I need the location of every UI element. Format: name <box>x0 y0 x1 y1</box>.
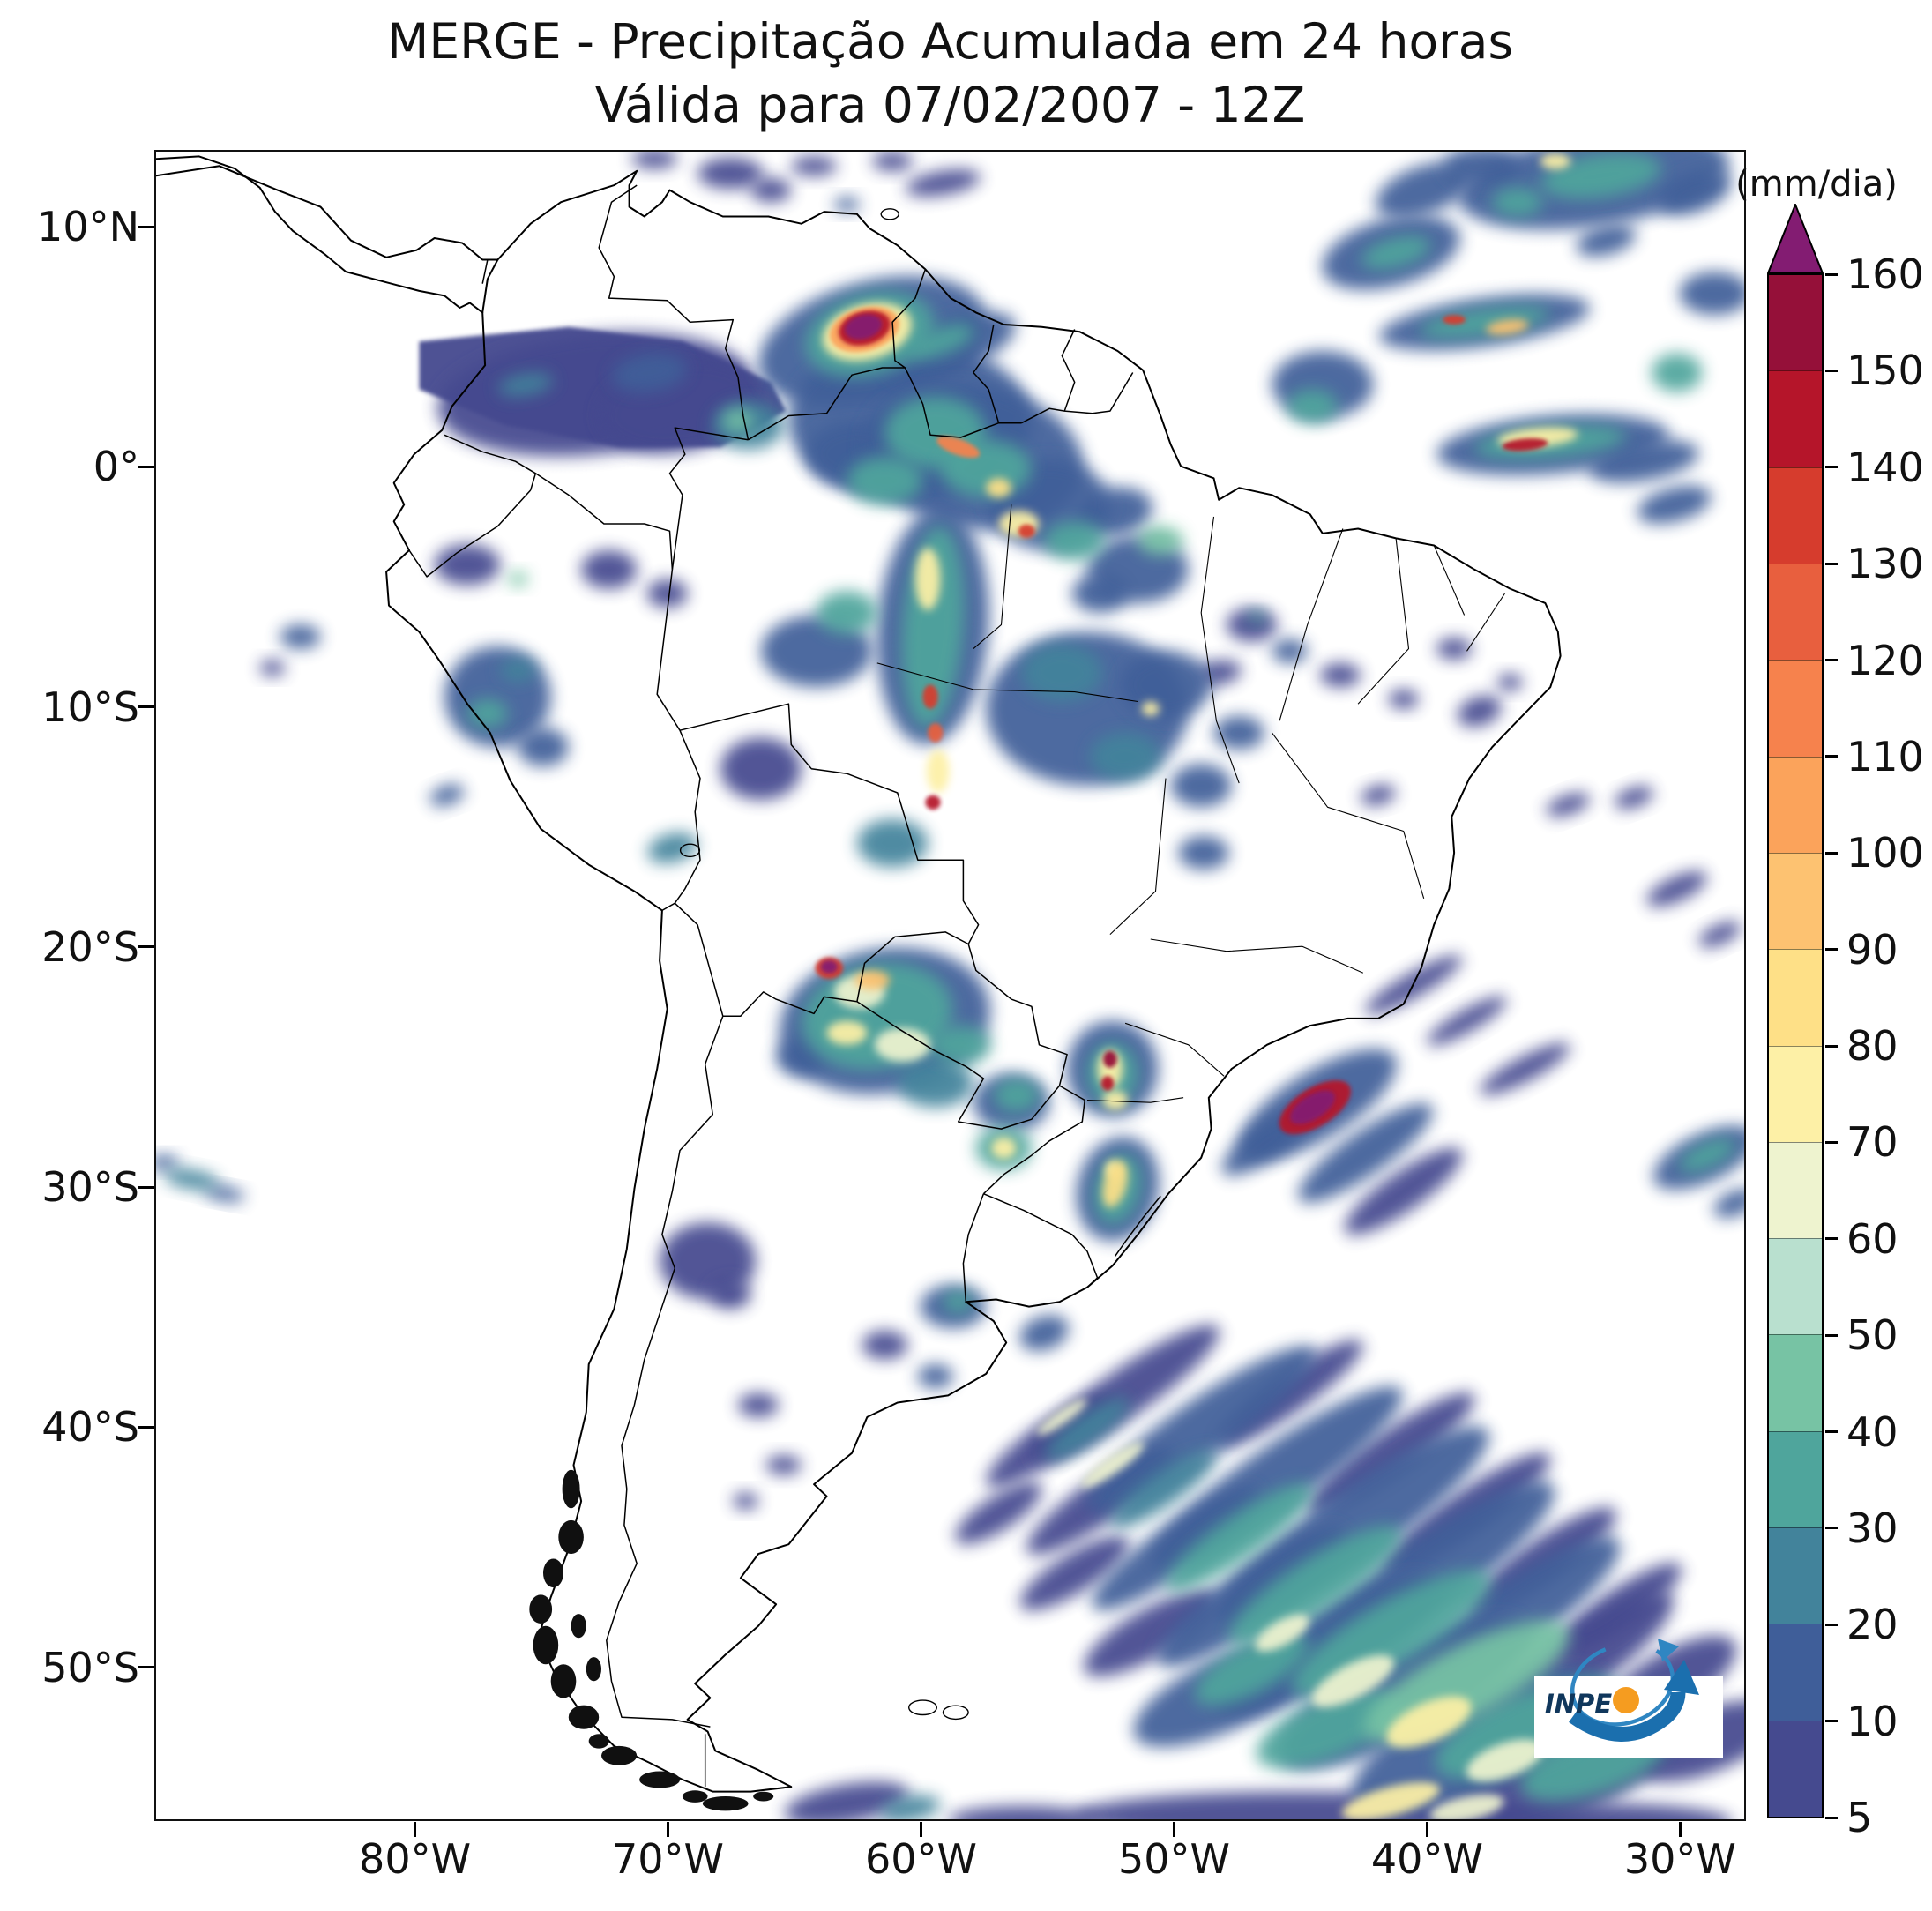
colorbar-tick-value: 100 <box>1846 829 1924 877</box>
colorbar-band <box>1769 1720 1822 1817</box>
colorbar-tick-mark <box>1825 1140 1838 1144</box>
colorbar <box>1767 273 1824 1818</box>
colorbar-tick-mark <box>1825 1720 1838 1723</box>
colorbar-tick-value: 60 <box>1846 1214 1898 1263</box>
colorbar-tick-mark <box>1825 1430 1838 1433</box>
lat-tick-mark <box>138 1666 154 1669</box>
colorbar-tick-mark <box>1825 1044 1838 1048</box>
colorbar-band <box>1769 756 1822 853</box>
colorbar-tick-mark <box>1825 1816 1838 1819</box>
lat-tick-mark <box>138 225 154 228</box>
map-panel <box>154 150 1746 1821</box>
colorbar-tick-value: 150 <box>1846 347 1924 395</box>
colorbar-tick-mark <box>1825 659 1838 661</box>
colorbar-units-label: (mm/dia) <box>1735 164 1898 205</box>
lon-tick-label: 50°W <box>1117 1835 1230 1883</box>
colorbar-band <box>1769 370 1822 467</box>
lon-tick-mark <box>1678 1822 1682 1837</box>
colorbar-band <box>1769 467 1822 564</box>
colorbar-tick-value: 110 <box>1846 732 1924 780</box>
lon-tick-mark <box>1425 1822 1428 1837</box>
colorbar-band <box>1769 275 1822 371</box>
colorbar-tick-mark <box>1825 948 1838 952</box>
lon-tick-label: 40°W <box>1370 1835 1483 1883</box>
colorbar-band <box>1769 1527 1822 1624</box>
colorbar-arrow-icon <box>1767 204 1824 274</box>
colorbar-tick-value: 30 <box>1846 1504 1898 1552</box>
colorbar-tick-value: 5 <box>1846 1794 1873 1841</box>
inpe-orange-dot-icon <box>1613 1687 1639 1713</box>
colorbar-tick-value: 10 <box>1846 1697 1898 1745</box>
colorbar-tick-mark <box>1825 1527 1838 1530</box>
title-line2: Válida para 07/02/2007 - 12Z <box>594 76 1306 133</box>
colorbar-tick-mark <box>1825 1237 1838 1241</box>
precipitation-map <box>156 152 1744 1819</box>
colorbar-tick-mark <box>1825 1333 1838 1337</box>
colorbar-band <box>1769 563 1822 661</box>
colorbar-tick-value: 20 <box>1846 1601 1898 1649</box>
colorbar-tick-value: 80 <box>1846 1022 1898 1070</box>
colorbar-band <box>1769 1238 1822 1335</box>
lat-tick-label: 0° <box>93 443 139 491</box>
inpe-logo: INPE <box>1518 1607 1723 1758</box>
lat-tick-label: 10°N <box>37 203 139 251</box>
colorbar-tick-mark <box>1825 562 1838 565</box>
colorbar-band <box>1769 1334 1822 1431</box>
lat-tick-label: 10°S <box>41 683 139 731</box>
inpe-orbit-icon <box>1570 1639 1679 1727</box>
colorbar-tick-mark <box>1825 466 1838 469</box>
lat-tick-mark <box>138 945 154 949</box>
inpe-swoosh-arrow-icon <box>1569 1660 1699 1742</box>
colorbar-tick-mark <box>1825 369 1838 372</box>
colorbar-tick-value: 50 <box>1846 1311 1898 1360</box>
figure-title: MERGE - Precipitação Acumulada em 24 hor… <box>154 11 1746 137</box>
colorbar-band <box>1769 1045 1822 1142</box>
lon-tick-mark <box>414 1822 417 1837</box>
lon-tick-label: 80°W <box>359 1835 472 1883</box>
lat-tick-mark <box>138 465 154 468</box>
colorbar-over-arrow <box>1767 204 1824 274</box>
colorbar-tick-value: 160 <box>1846 250 1924 298</box>
lat-tick-label: 30°S <box>41 1163 139 1212</box>
colorbar-band <box>1769 1141 1822 1239</box>
lon-tick-label: 60°W <box>864 1835 977 1883</box>
colorbar-tick-value: 140 <box>1846 443 1924 491</box>
colorbar-tick-mark <box>1825 851 1838 855</box>
lat-tick-label: 40°S <box>41 1403 139 1452</box>
lon-tick-mark <box>667 1822 670 1837</box>
lon-tick-mark <box>1172 1822 1175 1837</box>
colorbar-tick-mark <box>1825 755 1838 758</box>
colorbar-band <box>1769 949 1822 1046</box>
colorbar-tick-value: 70 <box>1846 1118 1898 1167</box>
colorbar-tick-value: 120 <box>1846 636 1924 684</box>
colorbar-band <box>1769 1430 1822 1528</box>
colorbar-band <box>1769 852 1822 950</box>
lon-tick-label: 30°W <box>1623 1835 1736 1883</box>
colorbar-tick-value: 40 <box>1846 1407 1898 1456</box>
lat-tick-label: 50°S <box>41 1643 139 1691</box>
lat-tick-mark <box>138 1185 154 1189</box>
colorbar-tick-value: 130 <box>1846 540 1924 588</box>
lon-tick-mark <box>919 1822 922 1837</box>
colorbar-band <box>1769 1624 1822 1721</box>
lat-tick-mark <box>138 705 154 709</box>
colorbar-band <box>1769 660 1822 757</box>
colorbar-tick-mark <box>1825 272 1838 276</box>
lat-tick-mark <box>138 1425 154 1429</box>
lat-tick-label: 20°S <box>41 922 139 971</box>
title-line1: MERGE - Precipitação Acumulada em 24 hor… <box>386 13 1514 70</box>
lon-tick-label: 70°W <box>612 1835 725 1883</box>
colorbar-tick-mark <box>1825 1623 1838 1626</box>
inpe-logo-text: INPE <box>1545 1689 1612 1719</box>
colorbar-tick-value: 90 <box>1846 925 1898 974</box>
